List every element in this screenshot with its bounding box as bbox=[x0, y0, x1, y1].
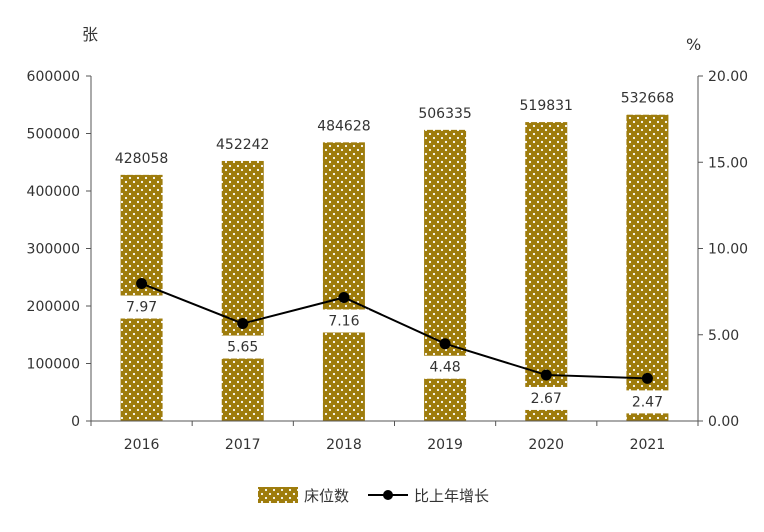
right-tick-label: 10.00 bbox=[708, 242, 748, 258]
bar-2021 bbox=[626, 114, 669, 422]
left-tick-label: 0 bbox=[71, 414, 80, 430]
line-value-label: 4.48 bbox=[429, 360, 460, 376]
x-tick-label: 2020 bbox=[528, 437, 564, 453]
growth-point-2017 bbox=[237, 318, 249, 330]
bar-2018 bbox=[322, 142, 365, 421]
line-value-label: 5.65 bbox=[227, 340, 258, 356]
line-value-label: 2.67 bbox=[531, 391, 562, 407]
bar-value-label: 519831 bbox=[520, 98, 573, 114]
growth-point-2019 bbox=[439, 338, 451, 350]
line-value-label: 7.16 bbox=[328, 313, 359, 329]
left-tick-label: 100000 bbox=[27, 357, 80, 373]
bar-value-label: 428058 bbox=[115, 151, 168, 167]
left-axis-unit: 张 bbox=[82, 25, 98, 44]
left-tick-label: 300000 bbox=[27, 242, 80, 258]
right-tick-label: 5.00 bbox=[708, 328, 739, 344]
legend-line-label: 比上年增长 bbox=[414, 487, 489, 505]
x-tick-label: 2019 bbox=[427, 437, 463, 453]
bar-value-label: 506335 bbox=[418, 106, 471, 122]
growth-point-2021 bbox=[641, 372, 653, 384]
growth-point-2016 bbox=[136, 278, 148, 290]
x-tick-label: 2016 bbox=[124, 437, 160, 453]
x-tick-label: 2018 bbox=[326, 437, 362, 453]
line-label-box bbox=[420, 355, 471, 379]
line-label-box bbox=[622, 390, 673, 414]
left-tick-label: 500000 bbox=[27, 127, 80, 143]
growth-point-2018 bbox=[338, 291, 350, 303]
line-label-box bbox=[521, 386, 572, 410]
right-tick-label: 20.00 bbox=[708, 69, 748, 85]
legend: 床位数 比上年增长 bbox=[258, 487, 489, 505]
bar-value-label: 484628 bbox=[317, 118, 370, 134]
line-label-box bbox=[318, 309, 369, 333]
x-tick-label: 2021 bbox=[630, 437, 666, 453]
legend-line-marker bbox=[383, 490, 393, 500]
legend-bar-swatch bbox=[258, 487, 298, 503]
bar-value-label: 452242 bbox=[216, 137, 269, 153]
line-value-label: 2.47 bbox=[632, 394, 663, 410]
line-label-box bbox=[116, 295, 167, 319]
bar-2017 bbox=[221, 160, 264, 421]
line-label-box bbox=[217, 335, 268, 359]
growth-line bbox=[141, 282, 648, 380]
right-tick-label: 15.00 bbox=[708, 155, 748, 171]
right-tick-label: 0.00 bbox=[708, 414, 739, 430]
left-tick-label: 600000 bbox=[27, 69, 80, 85]
right-axis-unit: % bbox=[686, 35, 701, 54]
x-tick-label: 2017 bbox=[225, 437, 261, 453]
left-tick-label: 200000 bbox=[27, 299, 80, 315]
left-tick-label: 400000 bbox=[27, 184, 80, 200]
line-value-label: 7.97 bbox=[126, 300, 157, 316]
bar-value-label: 532668 bbox=[621, 91, 674, 107]
growth-point-2020 bbox=[540, 369, 552, 381]
legend-bar-label: 床位数 bbox=[304, 487, 349, 505]
